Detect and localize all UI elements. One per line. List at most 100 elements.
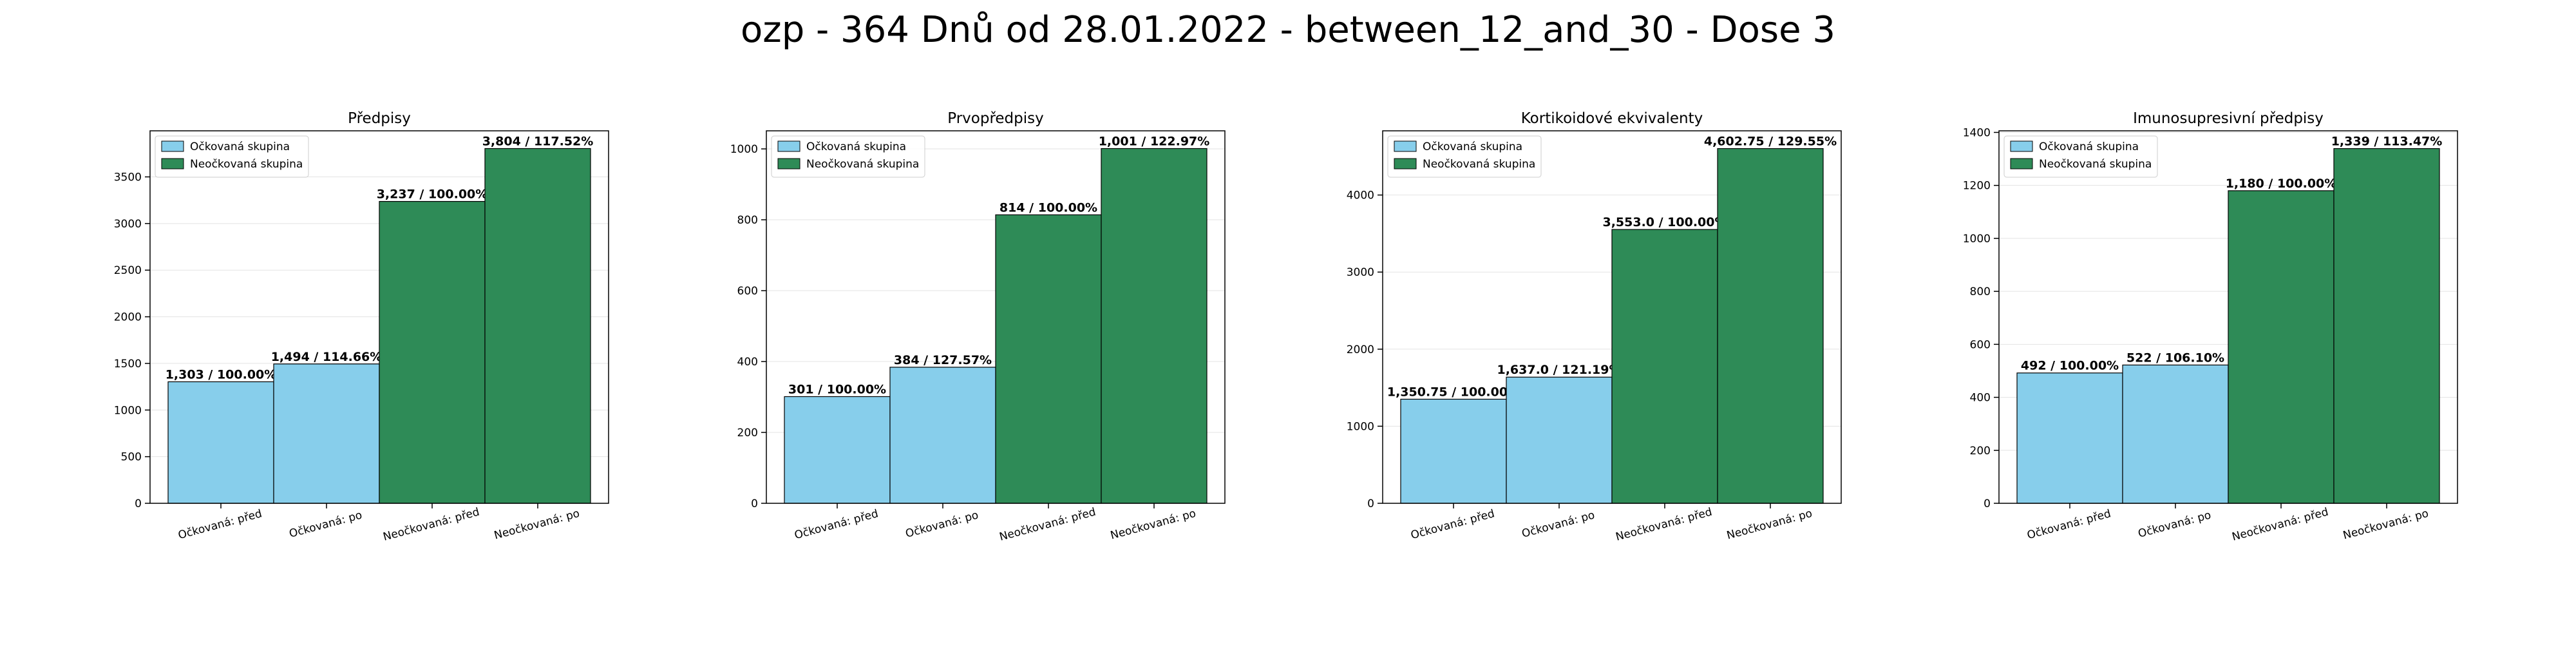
plot-frame <box>1382 130 1842 504</box>
bar-data-label: 3,804 / 117.52% <box>482 134 594 148</box>
x-tick-label: Očkovaná: po <box>904 508 980 540</box>
legend-box <box>2003 135 2158 178</box>
y-tick-label: 1000 <box>114 404 142 417</box>
legend-label: Očkovaná skupina <box>190 140 290 153</box>
y-tick-label: 0 <box>135 497 142 510</box>
plot-frame <box>1998 130 2458 504</box>
legend-label: Neočkovaná skupina <box>1423 158 1535 171</box>
y-tick-label: 600 <box>1970 338 1991 351</box>
legend: Očkovaná skupina Neočkovaná skupina <box>2003 135 2158 178</box>
legend: Očkovaná skupina Neočkovaná skupina <box>1387 135 1542 178</box>
legend: Očkovaná skupina Neočkovaná skupina <box>155 135 309 178</box>
x-tick-label: Neočkovaná: před <box>998 506 1097 544</box>
legend-swatch <box>777 158 800 169</box>
legend-swatch <box>777 140 800 152</box>
bar-data-label: 1,180 / 100.00% <box>2226 177 2337 191</box>
x-tick-label: Neočkovaná: před <box>2231 506 2330 544</box>
bar-data-label: 3,237 / 100.00% <box>377 188 488 202</box>
legend-box <box>1387 135 1542 178</box>
y-tick-label: 1400 <box>1963 126 1991 139</box>
bar <box>1400 398 1507 504</box>
legend-label: Neočkovaná skupina <box>806 158 919 171</box>
bar <box>1101 148 1208 504</box>
x-tick-label: Neočkovaná: po <box>493 507 581 543</box>
y-tick-label: 600 <box>737 285 758 298</box>
legend-label: Očkovaná skupina <box>806 140 906 153</box>
x-tick-label: Očkovaná: před <box>1409 507 1495 542</box>
bar-data-label: 4,602.75 / 129.55% <box>1704 135 1837 149</box>
y-tick-label: 3500 <box>114 171 142 184</box>
y-tick-label: 2000 <box>1347 343 1374 356</box>
y-tick-label: 1200 <box>1963 180 1991 193</box>
legend-box <box>771 135 925 178</box>
legend-swatch <box>2010 140 2033 152</box>
y-tick-label: 200 <box>737 427 758 439</box>
bar <box>2016 372 2123 504</box>
y-tick-label: 400 <box>737 356 758 369</box>
chart-title: Kortikoidové ekvivalenty <box>1521 110 1703 127</box>
bar <box>273 363 380 504</box>
plot-frame <box>149 130 609 504</box>
bar-data-label: 522 / 106.10% <box>2126 351 2224 365</box>
legend-box <box>155 135 309 178</box>
bar-data-label: 1,494 / 114.66% <box>271 350 383 364</box>
bar-data-label: 1,001 / 122.97% <box>1099 134 1210 148</box>
bar <box>1717 148 1824 504</box>
legend-swatch <box>2010 158 2033 169</box>
chart-title: Imunosupresivní předpisy <box>2133 110 2324 127</box>
y-tick-label: 3000 <box>1347 266 1374 279</box>
bar-data-label: 814 / 100.00% <box>999 200 1097 215</box>
legend-swatch <box>1394 140 1417 152</box>
legend-label: Očkovaná skupina <box>1423 140 1522 153</box>
figure-title: ozp - 364 Dnů od 28.01.2022 - between_12… <box>741 9 1835 51</box>
chart-panel: Imunosupresivní předpisy 0 200 400 600 800 100… <box>1963 110 2458 544</box>
chart-title: Prvopředpisy <box>947 110 1044 127</box>
bar <box>2228 190 2334 504</box>
legend-swatch <box>161 140 184 152</box>
y-tick-label: 500 <box>121 451 142 464</box>
y-tick-label: 4000 <box>1347 189 1374 202</box>
bar-data-label: 1,637.0 / 121.19% <box>1497 363 1621 377</box>
bar-data-label: 1,339 / 113.47% <box>2331 135 2443 149</box>
x-tick-label: Očkovaná: před <box>793 507 879 542</box>
bar <box>2333 148 2440 504</box>
y-tick-label: 1500 <box>114 358 142 371</box>
bar <box>889 367 996 504</box>
x-tick-label: Neočkovaná: po <box>1725 507 1814 543</box>
x-tick-label: Neočkovaná: před <box>1615 506 1714 544</box>
bar-data-label: 1,350.75 / 100.00% <box>1387 385 1520 399</box>
y-tick-label: 800 <box>737 214 758 227</box>
y-tick-label: 2000 <box>114 311 142 324</box>
x-tick-label: Očkovaná: po <box>288 508 364 540</box>
y-tick-label: 0 <box>751 497 758 510</box>
legend-label: Neočkovaná skupina <box>190 158 303 171</box>
y-tick-label: 400 <box>1970 392 1991 405</box>
bar-data-label: 492 / 100.00% <box>2021 359 2119 373</box>
chart-panel: Předpisy 0 500 1000 1500 2000 2500 3000 3500 1,30… <box>114 110 609 544</box>
bar-data-label: 301 / 100.00% <box>788 382 886 396</box>
y-tick-label: 0 <box>1984 497 1991 510</box>
bar <box>1611 229 1718 504</box>
chart-panel: Prvopředpisy 0 200 400 600 800 1000 301 / 100.0… <box>730 110 1226 544</box>
y-tick-label: 200 <box>1970 445 1991 458</box>
y-tick-label: 1000 <box>1963 233 1991 246</box>
bar <box>484 148 591 504</box>
bar-data-label: 1,303 / 100.00% <box>166 367 277 381</box>
x-tick-label: Očkovaná: po <box>1520 508 1596 540</box>
chart-title: Předpisy <box>348 110 411 127</box>
plot-frame <box>766 130 1226 504</box>
bar <box>2122 364 2229 504</box>
legend-label: Neočkovaná skupina <box>2039 158 2152 171</box>
bar <box>784 396 891 504</box>
x-tick-label: Neočkovaná: před <box>382 506 481 544</box>
x-tick-label: Neočkovaná: po <box>2342 507 2430 543</box>
bar <box>379 200 486 504</box>
legend-label: Očkovaná skupina <box>2039 140 2139 153</box>
x-tick-label: Očkovaná: před <box>2025 507 2112 542</box>
bar <box>995 214 1102 504</box>
y-tick-label: 800 <box>1970 285 1991 298</box>
x-tick-label: Neočkovaná: po <box>1109 507 1197 543</box>
x-tick-label: Očkovaná: před <box>176 507 263 542</box>
